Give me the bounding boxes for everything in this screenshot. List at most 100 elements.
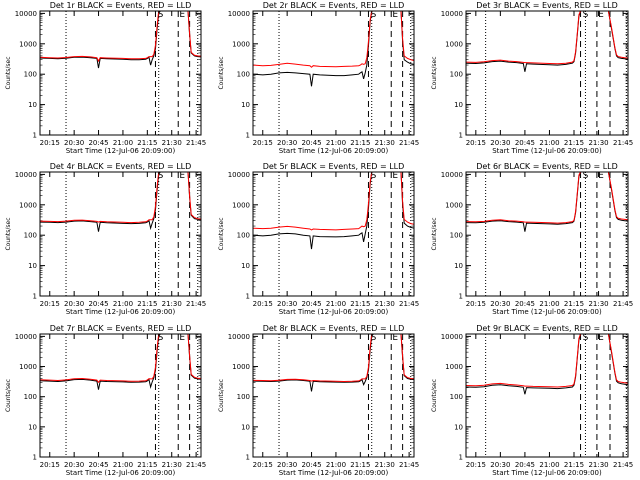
x-tick-label: 20:45 (515, 461, 535, 469)
y-tick-label: 100 (24, 71, 37, 79)
y-tick-label: 1000 (232, 201, 250, 209)
x-tick-label: 20:15 (40, 139, 60, 147)
time-annotation: S (371, 171, 377, 181)
y-tick-label: 1 (33, 132, 37, 140)
detector-panel: Det 1r BLACK = Events, RED = LLD Counts/s… (5, 1, 206, 155)
lld-series-line (252, 10, 415, 68)
events-series-line (465, 10, 629, 72)
detector-panel: Det 8r BLACK = Events, RED = LLD Counts/s… (218, 324, 419, 477)
x-tick-label: 21:15 (137, 461, 157, 469)
y-tick-label: 1000 (19, 363, 37, 371)
x-axis-label: Start Time (12-Jul-06 20:09:00) (279, 147, 389, 155)
x-tick-label: 21:45 (613, 300, 633, 308)
x-tick-label: 20:30 (64, 461, 84, 469)
panel-title: Det 6r BLACK = Events, RED = LLD (476, 162, 618, 171)
lld-series-line (39, 171, 202, 224)
detector-panel: Det 6r BLACK = Events, RED = LLD Counts/s… (431, 162, 633, 316)
x-tick-label: 21:15 (564, 300, 584, 308)
y-tick-label: 1 (33, 293, 37, 301)
y-tick-label: 100 (450, 393, 463, 401)
panel-title: Det 9r BLACK = Events, RED = LLD (476, 324, 618, 333)
events-series-line (252, 10, 415, 87)
x-tick-label: 20:30 (490, 461, 510, 469)
plot-frame (252, 333, 415, 458)
x-tick-label: 20:30 (64, 139, 84, 147)
x-tick-label: 20:15 (466, 461, 486, 469)
events-series-line (465, 333, 629, 395)
panel-title: Det 3r BLACK = Events, RED = LLD (476, 1, 618, 10)
y-tick-label: 10 (28, 101, 37, 109)
x-tick-label: 20:30 (277, 139, 297, 147)
x-tick-label: 20:45 (88, 139, 108, 147)
x-tick-label: 20:15 (253, 461, 273, 469)
y-tick-label: 1000 (19, 40, 37, 48)
x-tick-label: 21:30 (375, 139, 395, 147)
y-tick-label: 1 (459, 454, 463, 462)
x-tick-label: 21:15 (350, 300, 370, 308)
y-axis-label: Counts/sec (218, 217, 225, 250)
time-annotation: S (158, 171, 164, 181)
x-tick-label: 20:45 (301, 461, 321, 469)
x-tick-label: 21:30 (162, 461, 182, 469)
y-tick-label: 10000 (15, 171, 37, 179)
x-tick-label: 21:15 (137, 300, 157, 308)
y-tick-label: 1 (246, 132, 250, 140)
x-tick-label: 20:30 (490, 139, 510, 147)
x-tick-label: 21:15 (350, 461, 370, 469)
y-tick-label: 10 (28, 423, 37, 431)
x-tick-label: 20:15 (253, 300, 273, 308)
y-tick-label: 1 (33, 454, 37, 462)
x-tick-label: 21:00 (326, 300, 346, 308)
y-axis-label: Counts/sec (431, 217, 438, 250)
y-tick-label: 100 (237, 232, 250, 240)
events-series-line (39, 333, 202, 390)
lld-series-line (465, 333, 629, 388)
lld-series-line (465, 171, 629, 224)
events-series-line (252, 333, 415, 392)
x-tick-label: 21:45 (186, 139, 206, 147)
x-tick-label: 21:45 (186, 461, 206, 469)
y-axis-label: Counts/sec (218, 379, 225, 412)
x-tick-label: 21:15 (137, 139, 157, 147)
x-tick-label: 21:00 (539, 300, 559, 308)
x-tick-label: 20:45 (515, 139, 535, 147)
plot-frame (465, 333, 629, 458)
y-tick-label: 100 (450, 71, 463, 79)
x-tick-label: 21:15 (350, 139, 370, 147)
y-tick-label: 10000 (441, 10, 463, 18)
x-tick-label: 21:00 (113, 461, 133, 469)
x-tick-label: 21:45 (399, 461, 419, 469)
detector-panel: Det 5r BLACK = Events, RED = LLD Counts/s… (218, 162, 419, 316)
x-tick-label: 21:15 (564, 461, 584, 469)
y-tick-label: 10 (28, 262, 37, 270)
x-tick-label: 20:15 (466, 139, 486, 147)
events-series-line (39, 10, 202, 69)
detector-panel: Det 9r BLACK = Events, RED = LLD Counts/s… (431, 324, 633, 477)
x-tick-label: 20:45 (515, 300, 535, 308)
x-tick-label: 20:15 (40, 461, 60, 469)
y-axis-label: Counts/sec (218, 56, 225, 89)
y-tick-label: 10000 (228, 10, 250, 18)
lld-series-line (465, 10, 629, 65)
y-axis-label: Counts/sec (431, 379, 438, 412)
x-axis-label: Start Time (12-Jul-06 20:09:00) (492, 147, 602, 155)
time-annotation: E (392, 333, 398, 343)
x-tick-label: 21:30 (588, 461, 608, 469)
lld-series-line (252, 333, 415, 383)
x-tick-label: 21:30 (375, 300, 395, 308)
y-tick-label: 10 (241, 101, 250, 109)
x-axis-label: Start Time (12-Jul-06 20:09:00) (279, 308, 389, 316)
panel-title: Det 5r BLACK = Events, RED = LLD (263, 162, 405, 171)
x-tick-label: 21:30 (588, 300, 608, 308)
x-tick-label: 21:15 (564, 139, 584, 147)
x-tick-label: 20:45 (301, 139, 321, 147)
y-tick-label: 10 (241, 262, 250, 270)
time-annotation: S (583, 171, 589, 181)
x-tick-label: 20:15 (40, 300, 60, 308)
x-tick-label: 21:45 (399, 300, 419, 308)
y-tick-label: 10 (241, 423, 250, 431)
x-tick-label: 21:00 (326, 461, 346, 469)
x-tick-label: 21:00 (113, 300, 133, 308)
x-tick-label: 21:45 (613, 139, 633, 147)
plot-frame (39, 171, 202, 297)
